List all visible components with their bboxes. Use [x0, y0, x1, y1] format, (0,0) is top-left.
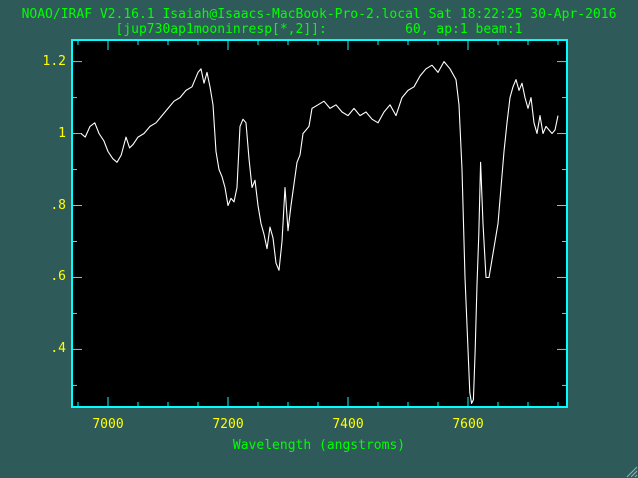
tick-marks — [72, 40, 567, 407]
plot-title: NOAO/IRAF V2.16.1 Isaiah@Isaacs-MacBook-… — [21, 7, 617, 22]
x-tick-label: 7200 — [212, 417, 244, 432]
x-axis-label: Wavelength (angstroms) — [232, 438, 406, 453]
plot-subtitle: [jup730ap1mooninresp[*,2]]: 60, ap:1 bea… — [115, 22, 523, 37]
plot-frame — [71, 39, 568, 408]
y-tick-label: .8 — [50, 197, 66, 213]
y-tick-label: .4 — [50, 341, 66, 357]
x-tick-label: 7600 — [452, 417, 484, 432]
resize-grip-icon[interactable] — [624, 464, 638, 478]
y-tick-label: 1.2 — [42, 53, 66, 69]
x-tick-label: 7000 — [92, 417, 124, 432]
y-tick-label: 1 — [58, 125, 66, 141]
spectrum-line — [80, 61, 559, 404]
x-tick-label: 7400 — [332, 417, 364, 432]
y-tick-label: .6 — [50, 269, 66, 285]
